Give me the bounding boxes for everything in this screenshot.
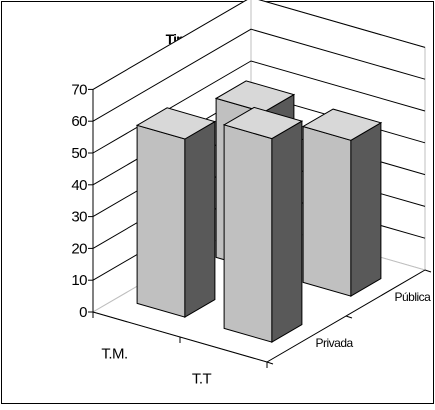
y-tick-label: 70 <box>71 81 87 98</box>
bar <box>222 106 304 343</box>
bar <box>135 107 217 318</box>
bar-side-face <box>271 120 303 343</box>
y-tick-label: 30 <box>71 209 87 226</box>
bar-side-face <box>184 120 216 318</box>
depth-tick-mark <box>424 269 432 273</box>
category-label: T.M. <box>101 346 127 363</box>
gridline <box>92 0 426 90</box>
bar-top-face <box>214 80 296 113</box>
y-tick-label: 10 <box>71 272 87 289</box>
y-tick-label: 40 <box>71 177 87 194</box>
y-tick-label: 20 <box>71 240 87 257</box>
category-label: T.T <box>192 371 212 388</box>
bar-front-face <box>136 124 186 318</box>
bar <box>301 108 383 297</box>
gridline <box>92 28 426 122</box>
y-tick-label: 60 <box>71 113 87 130</box>
depth-tick-mark <box>266 361 274 365</box>
bar-top-face <box>135 107 217 140</box>
depth-tick-mark <box>345 315 353 319</box>
bar-front-face <box>223 124 273 343</box>
series-label: Pública <box>395 290 432 304</box>
series-label: Privada <box>316 336 354 350</box>
bar-side-face <box>350 121 382 297</box>
bar-top-face <box>301 108 383 141</box>
bar-top-face <box>222 106 304 140</box>
bar-front-face <box>302 125 352 297</box>
y-tick-label: 50 <box>71 145 87 162</box>
y-tick-label: 0 <box>79 304 87 321</box>
